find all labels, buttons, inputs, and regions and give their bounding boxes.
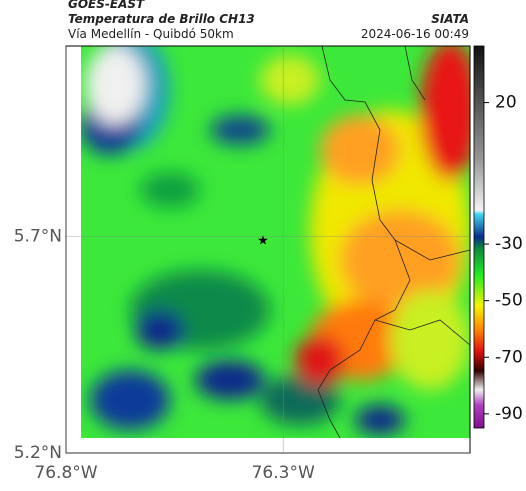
colorbar-tick-label: -30 bbox=[495, 234, 523, 254]
colorbar-tick-label: -90 bbox=[495, 404, 523, 424]
subtitle: Temperatura de Brillo CH13 bbox=[68, 12, 255, 26]
satellite-image bbox=[81, 46, 470, 438]
colorbar-tick-label: 20 bbox=[495, 93, 517, 113]
source: SIATA bbox=[431, 12, 469, 26]
colorbar-tick-label: -50 bbox=[495, 291, 523, 311]
colorbar-tick-label: -70 bbox=[495, 347, 523, 367]
lat-tick-label: 5.2°N bbox=[14, 443, 62, 463]
location-marker: ★ bbox=[257, 234, 269, 249]
colorbar bbox=[473, 45, 485, 429]
lat-tick-label: 5.7°N bbox=[14, 227, 62, 247]
lon-tick-label: 76.3°W bbox=[252, 463, 315, 483]
region: Vía Medellín - Quibdó 50km bbox=[68, 27, 234, 41]
timestamp: 2024-06-16 00:49 bbox=[361, 27, 469, 41]
title: GOES-EAST bbox=[68, 0, 145, 11]
lon-tick-label: 76.8°W bbox=[34, 463, 97, 483]
